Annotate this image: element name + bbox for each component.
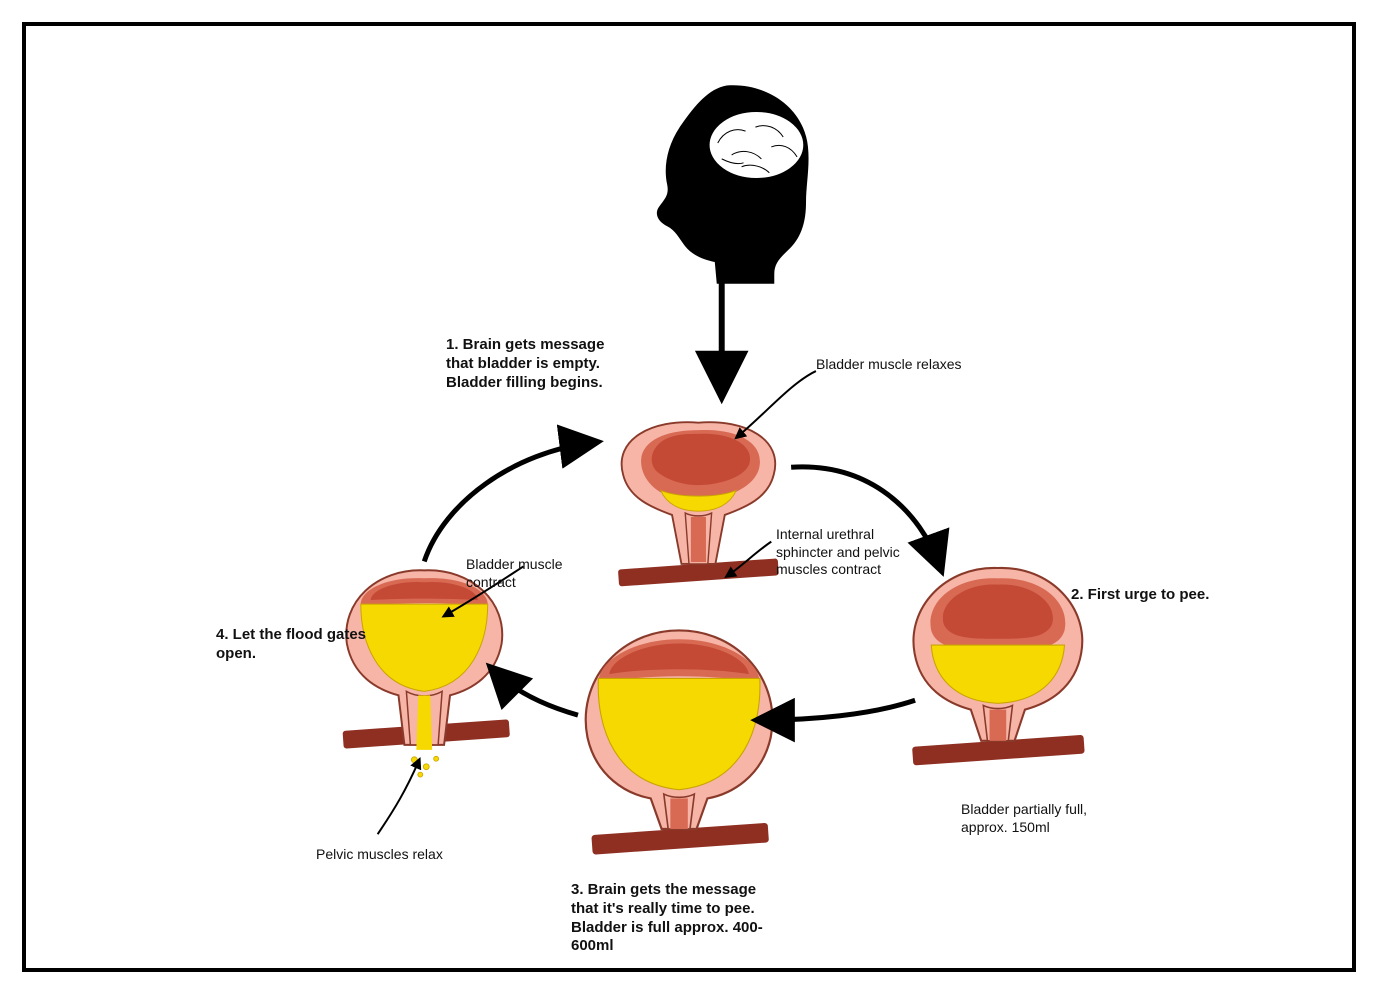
bladder-cycle-diagram: 1. Brain gets message that bladder is em… (26, 26, 1352, 968)
bladder-stage-4 (343, 570, 510, 777)
annotation-pointers (378, 371, 816, 834)
step-1-label: 1. Brain gets message that bladder is em… (446, 336, 636, 392)
annotation-bladder-relaxes: Bladder muscle relaxes (816, 356, 962, 374)
annotation-muscle-contract: Bladder muscle contract (466, 556, 596, 591)
annotation-partial-full: Bladder partially full, approx. 150ml (961, 801, 1121, 836)
diagram-svg (26, 26, 1352, 968)
step-2-label: 2. First urge to pee. (1071, 586, 1209, 605)
head-icon (657, 85, 809, 284)
step-4-label: 4. Let the flood gates open. (216, 626, 366, 664)
annotation-sphincter-contract: Internal urethral sphincter and pelvic m… (776, 526, 926, 579)
step-3-label: 3. Brain gets the message that it's real… (571, 881, 781, 956)
bladder-stage-1 (618, 422, 779, 586)
bladder-stage-2 (912, 568, 1085, 766)
bladder-stage-3 (586, 630, 773, 854)
diagram-frame: 1. Brain gets message that bladder is em… (22, 22, 1356, 972)
annotation-pelvic-relax: Pelvic muscles relax (316, 846, 443, 864)
